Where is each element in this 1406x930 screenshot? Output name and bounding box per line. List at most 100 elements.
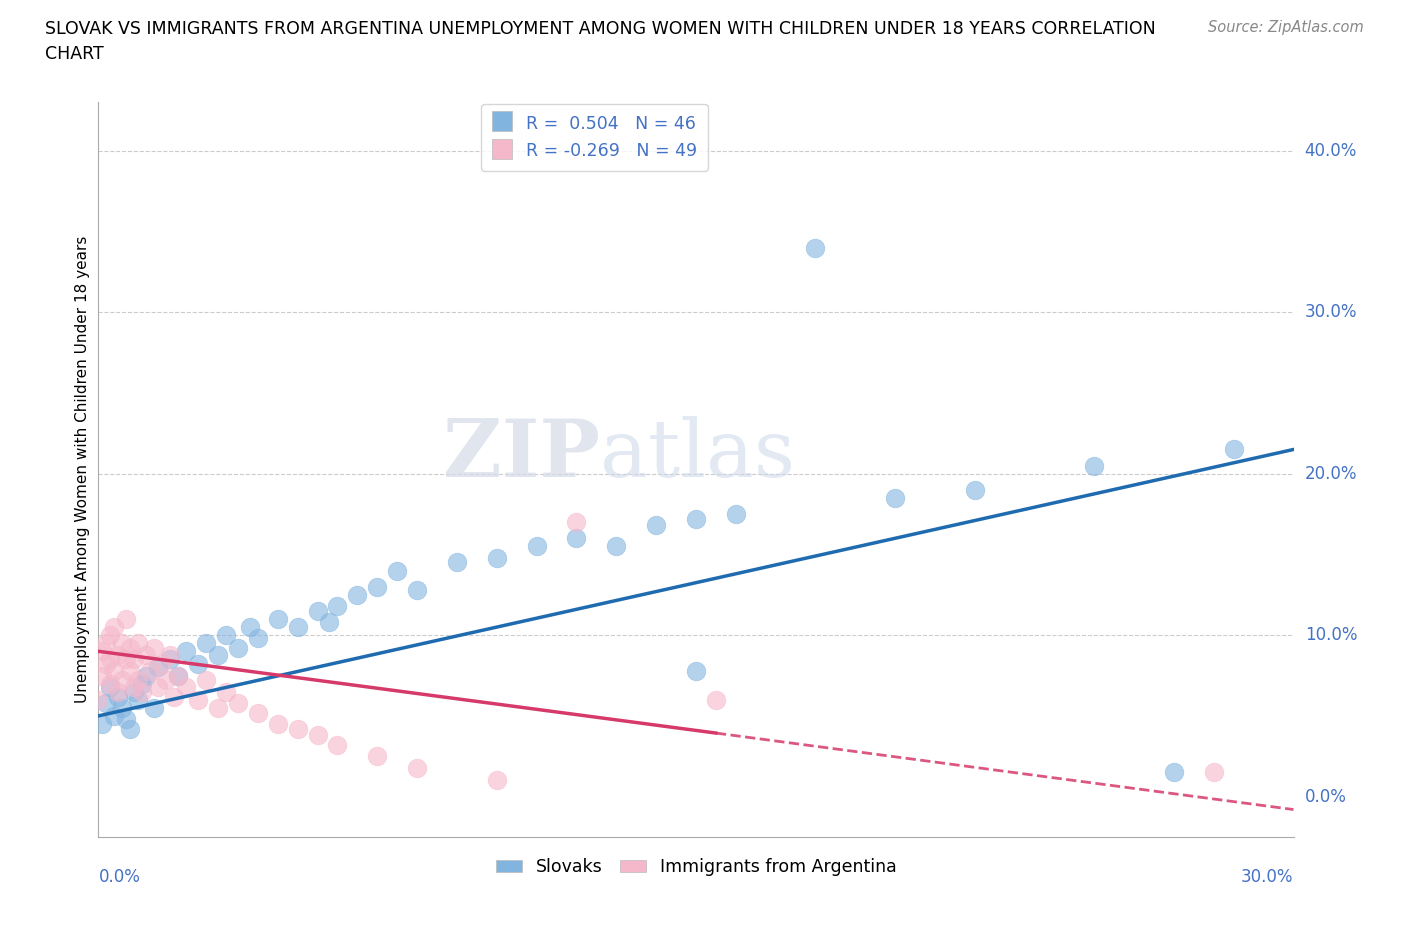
Point <box>685 663 707 678</box>
Text: SLOVAK VS IMMIGRANTS FROM ARGENTINA UNEMPLOYMENT AMONG WOMEN WITH CHILDREN UNDER: SLOVAK VS IMMIGRANTS FROM ARGENTINA UNEM… <box>45 20 1156 38</box>
Point <box>1202 765 1225 780</box>
Point <box>1083 458 1105 473</box>
Point <box>385 564 409 578</box>
Point <box>485 773 508 788</box>
Point <box>1223 442 1246 457</box>
Point <box>120 663 142 678</box>
Point <box>103 709 125 724</box>
Point <box>120 641 142 656</box>
Point <box>226 696 249 711</box>
Point <box>115 652 138 667</box>
Text: 0.0%: 0.0% <box>1305 788 1347 805</box>
Text: 30.0%: 30.0% <box>1241 868 1294 885</box>
Point <box>446 555 468 570</box>
Point <box>91 716 114 731</box>
Point <box>318 615 340 630</box>
Point <box>195 636 218 651</box>
Point <box>124 680 146 695</box>
Text: ZIP: ZIP <box>443 416 600 494</box>
Point <box>131 676 153 691</box>
Point <box>685 512 707 526</box>
Point <box>645 518 668 533</box>
Point <box>267 612 290 627</box>
Point <box>127 673 149 688</box>
Point <box>215 628 238 643</box>
Point <box>87 692 110 707</box>
Point <box>107 647 129 662</box>
Point <box>207 647 229 662</box>
Point <box>96 636 118 651</box>
Point <box>565 514 588 529</box>
Point <box>287 722 309 737</box>
Text: 10.0%: 10.0% <box>1305 626 1357 644</box>
Point <box>96 696 118 711</box>
Text: 40.0%: 40.0% <box>1305 141 1357 160</box>
Point <box>127 636 149 651</box>
Point <box>267 716 290 731</box>
Point <box>159 647 181 662</box>
Point <box>207 700 229 715</box>
Point <box>98 652 122 667</box>
Point <box>143 700 166 715</box>
Point <box>150 657 173 671</box>
Point <box>135 668 157 683</box>
Point <box>131 684 153 699</box>
Point <box>307 728 329 743</box>
Point <box>565 531 588 546</box>
Point <box>246 705 269 720</box>
Point <box>326 737 349 752</box>
Point <box>307 604 329 618</box>
Point <box>115 612 138 627</box>
Point <box>115 711 138 726</box>
Point <box>111 673 134 688</box>
Point <box>804 240 827 255</box>
Legend: Slovaks, Immigrants from Argentina: Slovaks, Immigrants from Argentina <box>489 852 903 883</box>
Point <box>98 680 122 695</box>
Point <box>406 582 429 597</box>
Point <box>346 588 368 603</box>
Point <box>724 507 747 522</box>
Point <box>406 760 429 775</box>
Point <box>107 684 129 699</box>
Point <box>167 668 190 683</box>
Point <box>174 644 197 658</box>
Text: 0.0%: 0.0% <box>98 868 141 885</box>
Point <box>127 692 149 707</box>
Point <box>195 673 218 688</box>
Point <box>98 628 122 643</box>
Point <box>96 657 118 671</box>
Point <box>246 631 269 645</box>
Point <box>143 641 166 656</box>
Point <box>1163 765 1185 780</box>
Point <box>155 673 177 688</box>
Point <box>139 663 162 678</box>
Point <box>366 579 388 594</box>
Point <box>174 680 197 695</box>
Point <box>187 692 209 707</box>
Point <box>215 684 238 699</box>
Point <box>148 660 170 675</box>
Point <box>135 647 157 662</box>
Point <box>159 652 181 667</box>
Point <box>148 680 170 695</box>
Point <box>124 652 146 667</box>
Text: 30.0%: 30.0% <box>1305 303 1357 321</box>
Point <box>187 657 209 671</box>
Point <box>326 599 349 614</box>
Point <box>103 619 125 634</box>
Text: atlas: atlas <box>600 416 796 494</box>
Point <box>287 619 309 634</box>
Point <box>124 684 146 699</box>
Point <box>167 668 190 683</box>
Y-axis label: Unemployment Among Women with Children Under 18 years: Unemployment Among Women with Children U… <box>75 236 90 703</box>
Text: 20.0%: 20.0% <box>1305 465 1357 483</box>
Point <box>91 668 114 683</box>
Point <box>91 644 114 658</box>
Point <box>163 689 186 704</box>
Point <box>963 483 986 498</box>
Text: Source: ZipAtlas.com: Source: ZipAtlas.com <box>1208 20 1364 35</box>
Point <box>120 722 142 737</box>
Point <box>111 636 134 651</box>
Point <box>239 619 262 634</box>
Point <box>111 700 134 715</box>
